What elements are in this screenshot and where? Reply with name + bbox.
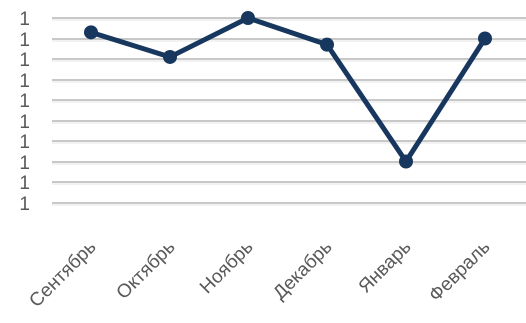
y-tick-label: 1 (19, 153, 30, 174)
y-tick-label: 1 (19, 91, 30, 112)
y-tick-label: 1 (19, 9, 30, 30)
data-point-marker (478, 31, 492, 46)
y-tick-label: 1 (19, 194, 30, 215)
x-tick-label: Январь (355, 237, 416, 298)
data-point-marker (399, 154, 413, 169)
x-tick-label: Октябрь (113, 237, 180, 304)
x-tick-label: Февраль (425, 237, 495, 307)
gridlines (52, 17, 526, 206)
y-tick-label: 1 (19, 112, 30, 133)
data-point-marker (84, 25, 98, 40)
data-point-marker (320, 37, 334, 52)
series-line (88, 15, 488, 164)
y-tick-label: 1 (19, 173, 30, 194)
x-tick-label: Декабрь (269, 237, 336, 304)
y-tick-label: 1 (19, 132, 30, 153)
x-tick-label: Ноябрь (196, 237, 258, 299)
y-tick-label: 1 (19, 50, 30, 71)
x-axis-tick-labels: Сентябрь Октябрь Ноябрь Декабрь Январь Феврал… (25, 237, 494, 312)
data-point-marker (241, 11, 255, 25)
x-tick-label: Сентябрь (25, 237, 100, 312)
y-tick-label: 1 (19, 30, 30, 51)
series-layer (84, 11, 492, 169)
y-tick-label: 1 (19, 71, 30, 92)
data-point-marker (163, 49, 177, 64)
